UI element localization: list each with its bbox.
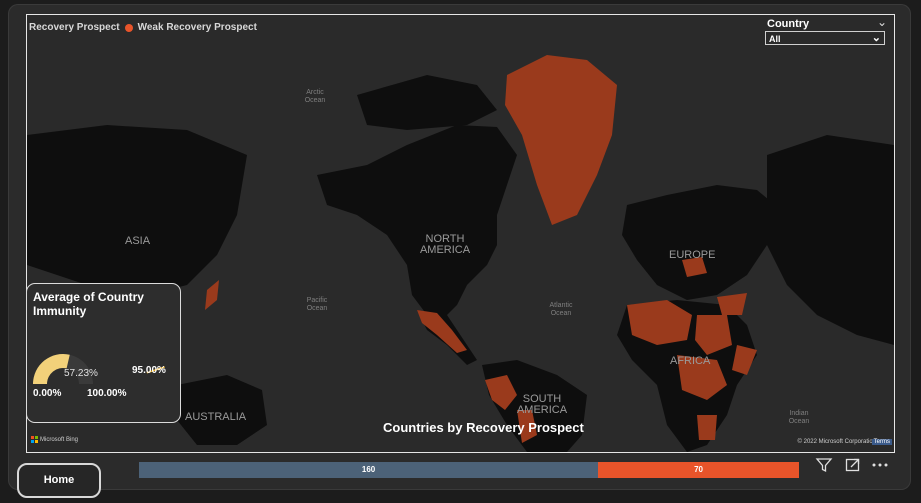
kpi-card-title: Average of Country Immunity [33, 290, 144, 318]
map-country-north-africa [627, 300, 692, 345]
more-options-icon[interactable] [871, 456, 889, 474]
map-land-north-america [317, 125, 517, 315]
ocean-label-indian: Indian Ocean [788, 410, 810, 425]
recovery-count-bar[interactable]: 160 70 [139, 462, 799, 478]
kpi-value: 57.23% [64, 368, 98, 379]
region-label-europe: EUROPE [669, 249, 716, 261]
bing-attribution: Microsoft Bing [31, 436, 78, 443]
legend-dot-icon [124, 23, 133, 32]
gauge-min-label: 0.00% [33, 388, 62, 399]
map-terms-link[interactable]: Terms [871, 439, 892, 445]
legend-item-weak[interactable]: Weak Recovery Prospect [137, 22, 257, 33]
map-land-greenland [505, 55, 617, 225]
map-country-eastern-europe [682, 257, 707, 277]
region-label-asia: ASIA [125, 235, 151, 247]
map-country-southern-africa [697, 415, 717, 440]
country-slicer[interactable]: Country ⌄ All ⌄ [765, 15, 891, 49]
world-map[interactable] [27, 15, 894, 452]
map-land-asia-west [27, 125, 247, 295]
bar-segment-blue[interactable]: 160 [139, 462, 599, 478]
map-land-europe [622, 185, 787, 300]
map-legend: Recovery Prospect Weak Recovery Prospect [29, 22, 257, 33]
gauge-target-marker [146, 366, 165, 374]
map-title: Countries by Recovery Prospect [383, 420, 584, 435]
ocean-label-atlantic: Atlantic Ocean [549, 302, 573, 317]
home-button[interactable]: Home [17, 463, 101, 498]
gauge-max-label: 100.00% [87, 388, 127, 399]
region-label-north-america: NORTH AMERICA [419, 233, 471, 256]
region-label-africa: AFRICA [670, 355, 711, 367]
map-country-middle-east [717, 293, 747, 315]
map-country-horn-africa [732, 345, 757, 375]
map-land-asia [767, 135, 894, 345]
map-country-peru-region [485, 375, 517, 410]
ocean-label-arctic: Arctic Ocean [304, 89, 326, 104]
slicer-dropdown[interactable]: All ⌄ [765, 31, 885, 45]
microsoft-logo-icon [31, 436, 38, 443]
immunity-kpi-card[interactable]: Average of Country Immunity 57.23% 95.00… [26, 283, 181, 423]
map-land-canada-islands [357, 75, 497, 130]
map-visual[interactable]: Recovery Prospect Weak Recovery Prospect… [26, 14, 895, 453]
focus-mode-icon[interactable] [844, 456, 862, 474]
slicer-selected-value: All [769, 34, 781, 44]
map-copyright: © 2022 Microsoft Corporation [797, 439, 876, 445]
chevron-down-icon[interactable]: ⌄ [876, 15, 887, 29]
map-country-central-africa [677, 355, 727, 400]
slicer-title: Country [767, 18, 810, 30]
map-country-egypt-region [695, 315, 732, 355]
map-country-japan [205, 280, 219, 310]
bing-attribution-text: Microsoft Bing [40, 436, 79, 443]
map-country-mexico [417, 310, 467, 353]
legend-title: Recovery Prospect [29, 22, 120, 33]
region-label-australia: AUSTRALIA [185, 411, 247, 423]
map-land-australia [177, 375, 267, 445]
filter-icon[interactable] [815, 456, 833, 474]
bar-segment-orange[interactable]: 70 [598, 462, 799, 478]
region-label-south-america: SOUTH AMERICA [516, 393, 568, 416]
gauge-fill [33, 354, 70, 384]
chevron-down-icon: ⌄ [871, 32, 881, 44]
kpi-target: 95.00% [132, 365, 166, 376]
ocean-label-pacific: Pacific Ocean [306, 297, 328, 312]
map-country-south-america-south [517, 410, 537, 443]
immunity-gauge [33, 354, 165, 384]
